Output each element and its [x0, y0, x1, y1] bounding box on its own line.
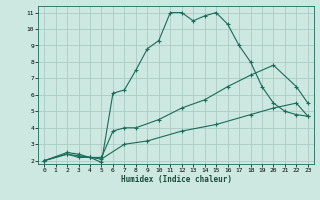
X-axis label: Humidex (Indice chaleur): Humidex (Indice chaleur)	[121, 175, 231, 184]
